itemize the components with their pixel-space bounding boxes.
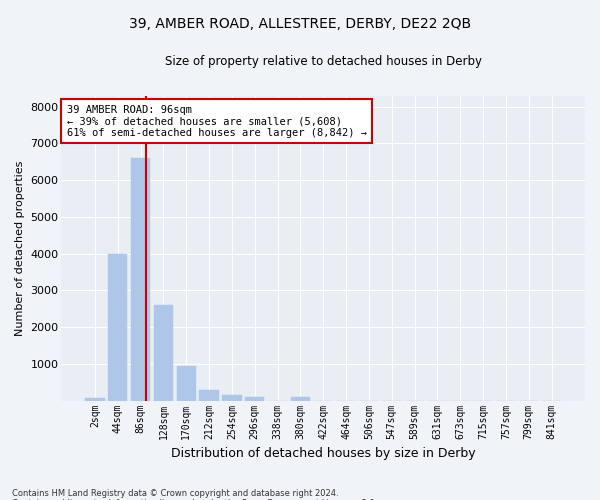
Bar	[199, 390, 219, 400]
Bar	[176, 366, 196, 400]
Text: Contains public sector information licensed under the Open Government Licence v3: Contains public sector information licen…	[12, 498, 377, 500]
Bar	[245, 397, 265, 400]
Bar	[108, 254, 127, 400]
Bar	[222, 396, 242, 400]
Title: Size of property relative to detached houses in Derby: Size of property relative to detached ho…	[165, 55, 482, 68]
Y-axis label: Number of detached properties: Number of detached properties	[15, 160, 25, 336]
Bar	[291, 398, 310, 400]
X-axis label: Distribution of detached houses by size in Derby: Distribution of detached houses by size …	[171, 447, 476, 460]
Bar	[154, 305, 173, 400]
Bar	[131, 158, 151, 400]
Text: 39 AMBER ROAD: 96sqm
← 39% of detached houses are smaller (5,608)
61% of semi-de: 39 AMBER ROAD: 96sqm ← 39% of detached h…	[67, 104, 367, 138]
Text: Contains HM Land Registry data © Crown copyright and database right 2024.: Contains HM Land Registry data © Crown c…	[12, 488, 338, 498]
Bar	[85, 398, 104, 400]
Text: 39, AMBER ROAD, ALLESTREE, DERBY, DE22 2QB: 39, AMBER ROAD, ALLESTREE, DERBY, DE22 2…	[129, 18, 471, 32]
